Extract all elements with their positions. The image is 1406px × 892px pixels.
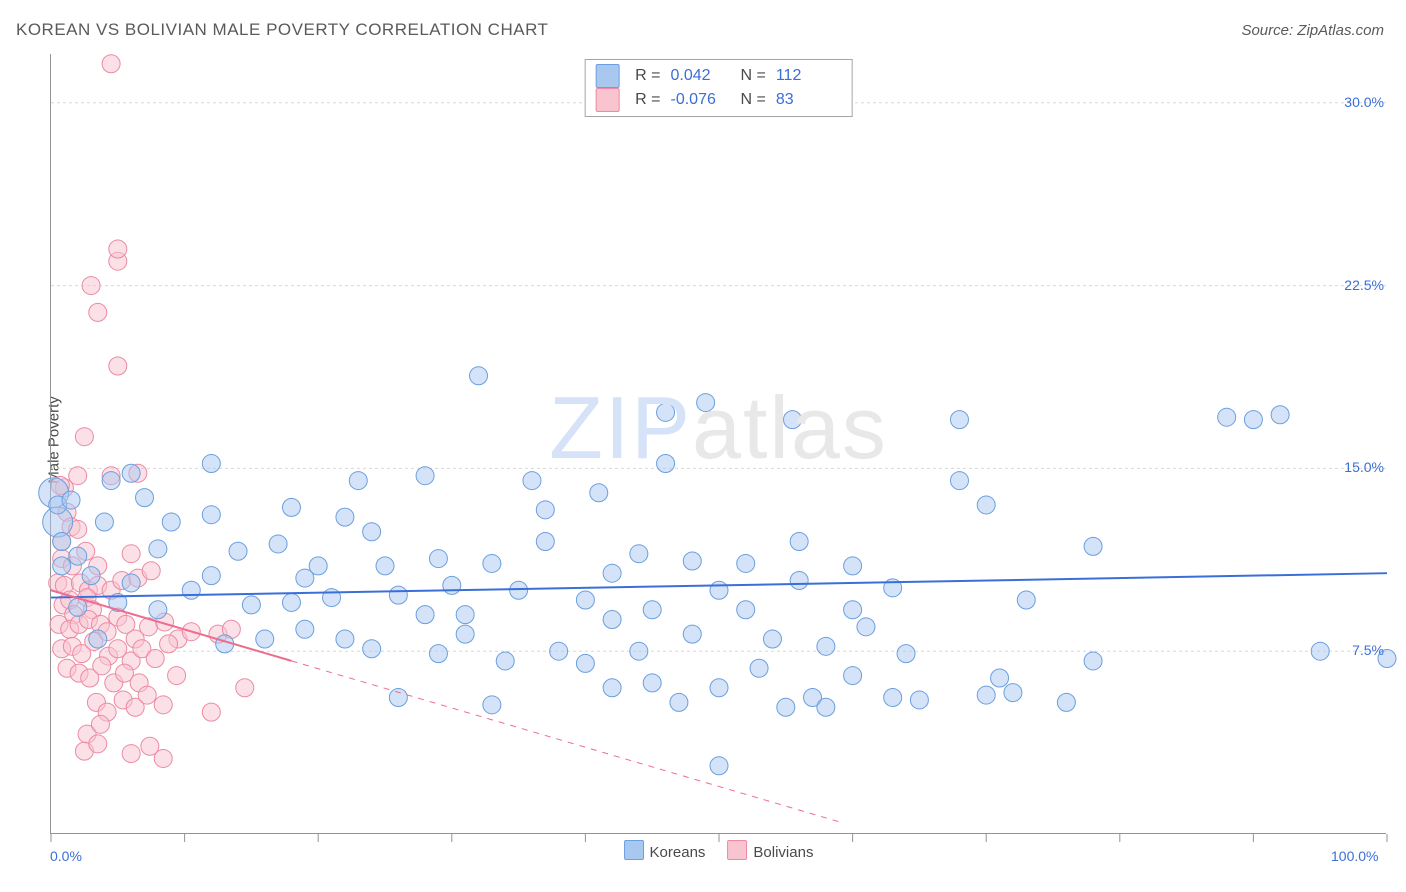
swatch-bolivians	[595, 88, 619, 112]
plot-area: ZIPatlas R = 0.042 N = 112 R = -0.076 N …	[50, 54, 1386, 834]
swatch-bolivians-icon	[727, 840, 747, 860]
n-label: N =	[741, 88, 766, 112]
r-label: R =	[635, 64, 660, 88]
n-label: N =	[741, 64, 766, 88]
r-value-koreans: 0.042	[671, 64, 731, 88]
legend-item-koreans: Koreans	[624, 840, 706, 861]
swatch-koreans	[595, 64, 619, 88]
legend-row-bolivians: R = -0.076 N = 83	[595, 88, 836, 112]
correlation-legend: R = 0.042 N = 112 R = -0.076 N = 83	[584, 59, 853, 117]
n-value-koreans: 112	[776, 64, 836, 88]
r-label: R =	[635, 88, 660, 112]
y-tick-label: 15.0%	[1344, 459, 1384, 475]
series-legend: Koreans Bolivians	[624, 840, 814, 861]
x-tick-label: 0.0%	[50, 848, 82, 864]
x-tick-label: 100.0%	[1331, 848, 1378, 864]
chart-title: KOREAN VS BOLIVIAN MALE POVERTY CORRELAT…	[16, 20, 548, 40]
swatch-koreans-icon	[624, 840, 644, 860]
r-value-bolivians: -0.076	[671, 88, 731, 112]
y-tick-label: 30.0%	[1344, 94, 1384, 110]
y-tick-label: 7.5%	[1352, 642, 1384, 658]
legend-item-bolivians: Bolivians	[727, 840, 813, 861]
legend-row-koreans: R = 0.042 N = 112	[595, 64, 836, 88]
source-attribution: Source: ZipAtlas.com	[1241, 22, 1384, 39]
n-value-bolivians: 83	[776, 88, 836, 112]
chart-container: KOREAN VS BOLIVIAN MALE POVERTY CORRELAT…	[0, 0, 1406, 892]
y-tick-label: 22.5%	[1344, 277, 1384, 293]
legend-label-bolivians: Bolivians	[753, 844, 813, 861]
legend-label-koreans: Koreans	[650, 844, 706, 861]
scatter-svg	[51, 54, 1387, 834]
